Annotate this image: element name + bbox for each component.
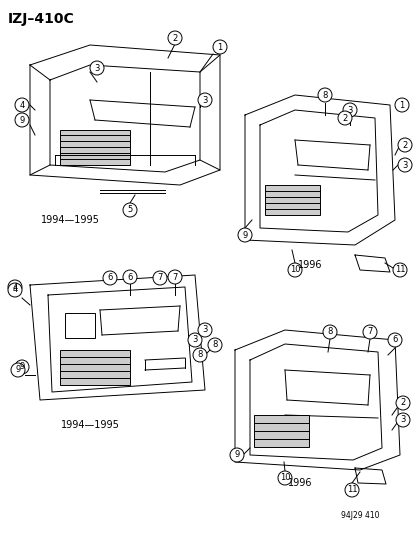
Circle shape (207, 338, 221, 352)
Text: 3: 3 (192, 335, 197, 344)
Text: 9: 9 (242, 230, 247, 239)
Circle shape (397, 158, 411, 172)
Circle shape (153, 271, 166, 285)
Circle shape (188, 333, 202, 347)
Circle shape (123, 203, 137, 217)
Text: 1: 1 (217, 43, 222, 52)
Text: 9: 9 (15, 366, 21, 375)
Text: 4: 4 (12, 282, 18, 292)
Circle shape (392, 263, 406, 277)
Circle shape (277, 471, 291, 485)
Text: 6: 6 (392, 335, 397, 344)
Text: 1994—1995: 1994—1995 (40, 215, 99, 225)
Circle shape (197, 323, 211, 337)
Circle shape (11, 363, 25, 377)
Bar (65, 313, 95, 338)
Text: 10: 10 (289, 265, 299, 274)
Text: 4: 4 (12, 286, 18, 295)
Text: 5: 5 (127, 206, 132, 214)
Text: 1996: 1996 (297, 260, 321, 270)
Circle shape (212, 40, 226, 54)
Text: 11: 11 (394, 265, 404, 274)
Circle shape (103, 271, 117, 285)
Circle shape (342, 103, 356, 117)
Text: 1: 1 (399, 101, 404, 109)
Text: 8: 8 (327, 327, 332, 336)
Text: 8: 8 (322, 91, 327, 100)
Text: 11: 11 (346, 486, 356, 495)
Text: 1994—1995: 1994—1995 (60, 420, 119, 430)
Text: 2: 2 (172, 34, 177, 43)
Circle shape (237, 228, 252, 242)
Circle shape (168, 31, 182, 45)
Circle shape (317, 88, 331, 102)
Circle shape (197, 93, 211, 107)
Circle shape (8, 280, 22, 294)
Circle shape (230, 448, 243, 462)
Circle shape (8, 283, 22, 297)
Bar (254, 415, 308, 447)
Circle shape (90, 61, 104, 75)
Bar (60, 350, 130, 385)
Circle shape (123, 270, 137, 284)
Text: 9: 9 (19, 362, 24, 372)
Text: 10: 10 (279, 473, 290, 482)
Text: 8: 8 (197, 351, 202, 359)
Circle shape (397, 138, 411, 152)
Text: 8: 8 (212, 341, 217, 350)
Text: 6: 6 (127, 272, 133, 281)
Text: 4: 4 (19, 101, 24, 109)
Text: 9: 9 (234, 450, 239, 459)
Text: 3: 3 (399, 416, 405, 424)
Text: 3: 3 (347, 106, 352, 115)
Text: 3: 3 (94, 63, 100, 72)
Circle shape (287, 263, 301, 277)
Circle shape (394, 98, 408, 112)
Text: 2: 2 (342, 114, 347, 123)
Circle shape (192, 348, 206, 362)
Bar (60, 130, 130, 165)
Circle shape (387, 333, 401, 347)
Circle shape (344, 483, 358, 497)
Text: 6: 6 (107, 273, 112, 282)
Circle shape (395, 413, 409, 427)
Text: 3: 3 (202, 95, 207, 104)
Circle shape (168, 270, 182, 284)
Text: 3: 3 (401, 160, 407, 169)
Text: 3: 3 (202, 326, 207, 335)
Bar (264, 185, 319, 215)
Text: 2: 2 (401, 141, 407, 149)
Circle shape (322, 325, 336, 339)
Circle shape (337, 111, 351, 125)
Text: 7: 7 (157, 273, 162, 282)
Text: 2: 2 (399, 399, 405, 408)
Text: 94J29 410: 94J29 410 (340, 511, 378, 520)
Text: 7: 7 (366, 327, 372, 336)
Circle shape (362, 325, 376, 339)
Text: IZJ–410C: IZJ–410C (8, 12, 75, 26)
Circle shape (395, 396, 409, 410)
Text: 1996: 1996 (287, 478, 311, 488)
Text: 9: 9 (19, 116, 24, 125)
Text: 7: 7 (172, 272, 177, 281)
Circle shape (15, 113, 29, 127)
Circle shape (15, 98, 29, 112)
Circle shape (15, 360, 29, 374)
